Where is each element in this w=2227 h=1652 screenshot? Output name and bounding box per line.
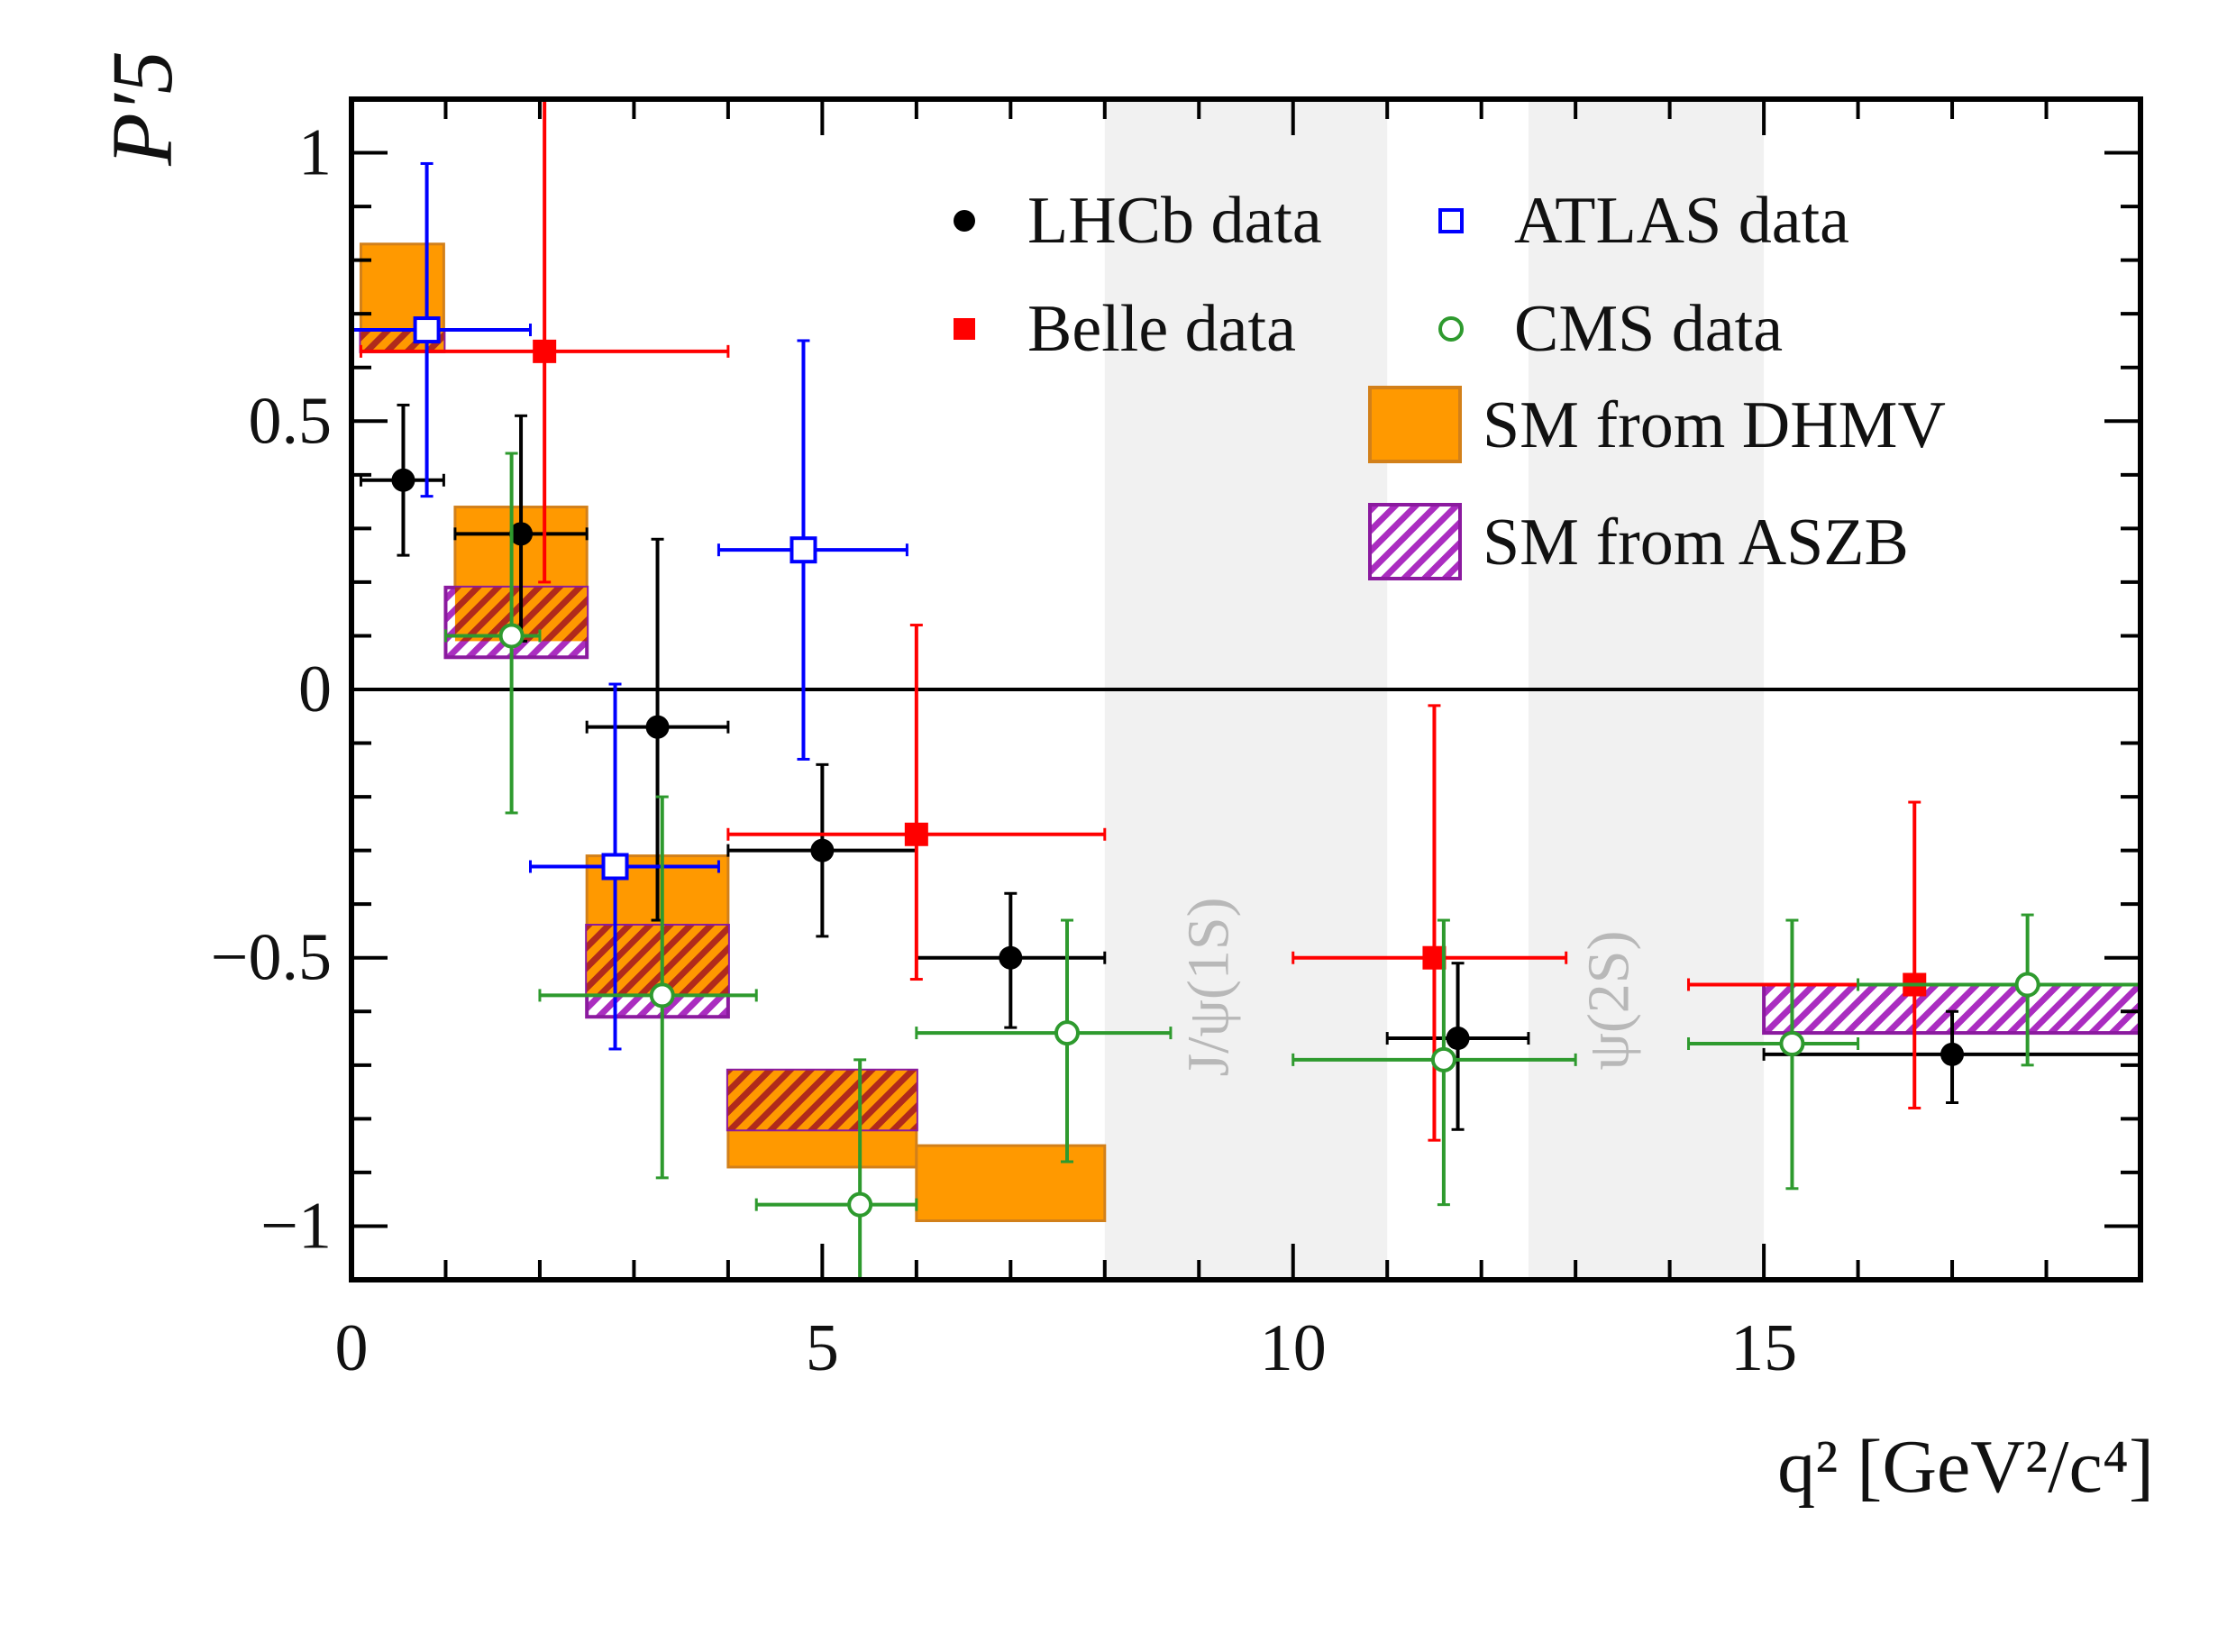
y-tick-label: 0 <box>298 653 332 726</box>
x-tick-label: 5 <box>806 1311 839 1385</box>
prediction-box-dhmv <box>915 1144 1107 1222</box>
x-tick-label: 15 <box>1730 1311 1797 1385</box>
legend-entry: SM from ASZB <box>1368 503 1909 580</box>
excluded-region-label: ψ(2S) <box>1576 931 1642 1071</box>
legend-label: LHCb data <box>1027 184 1322 258</box>
tick-labels: 0 5 10 15 −1 −0.5 0 0.5 1 <box>211 116 1797 1385</box>
prediction-boxes <box>359 242 2142 1222</box>
data-point <box>726 762 918 938</box>
x-tick-label: 0 <box>335 1311 369 1385</box>
excluded-region-labels: J/ψ(1S) ψ(2S) <box>1176 898 1642 1077</box>
legend-marker <box>1438 208 1464 233</box>
data-point <box>1857 913 2142 1067</box>
data-points <box>350 97 2142 1282</box>
legend-label: CMS data <box>1514 292 1783 366</box>
legend-entry: ATLAS data <box>1438 184 1849 258</box>
excluded-region-label: J/ψ(1S) <box>1176 898 1242 1077</box>
marker <box>847 1191 873 1218</box>
prediction-overlap <box>727 1070 917 1130</box>
legend-label: SM from ASZB <box>1483 506 1909 580</box>
marker <box>904 822 928 846</box>
plot-frame <box>349 96 2143 1282</box>
data-point <box>754 1058 918 1282</box>
data-point <box>529 682 720 1051</box>
data-point <box>538 795 758 1180</box>
marker <box>509 522 534 546</box>
marker <box>789 536 817 564</box>
y-tick-label: −0.5 <box>211 921 332 995</box>
data-point <box>726 624 1107 981</box>
x-axis-title: q² [GeV²/c⁴] <box>1777 1425 2154 1509</box>
data-point <box>1762 1009 2142 1104</box>
y-tick-label: 1 <box>298 116 332 190</box>
legend-marker <box>954 318 975 340</box>
data-point <box>716 339 908 761</box>
marker <box>999 945 1023 970</box>
legend-entry: SM from DHMV <box>1368 386 1946 463</box>
marker <box>413 316 441 344</box>
legend-label: ATLAS data <box>1514 184 1849 258</box>
legend-label: SM from DHMV <box>1483 388 1946 462</box>
marker <box>645 715 670 739</box>
marker <box>1054 1020 1080 1046</box>
legend-entry: LHCb data <box>954 184 1322 258</box>
marker <box>601 853 629 881</box>
data-point <box>350 161 532 498</box>
legend: LHCb data ATLAS data Belle data CMS data SM … <box>954 184 1946 580</box>
legend-marker <box>954 210 975 232</box>
marker <box>1430 1046 1456 1072</box>
legend-entry: CMS data <box>1438 292 1783 366</box>
data-point <box>453 414 589 643</box>
y-tick-label: 0.5 <box>249 384 333 458</box>
marker <box>1779 1031 1805 1056</box>
legend-marker <box>1438 316 1464 342</box>
y-axis-title: P′5 <box>94 50 190 167</box>
marker <box>533 339 557 363</box>
marker <box>1446 1027 1470 1051</box>
marker <box>2014 972 2040 998</box>
data-point <box>915 891 1107 1029</box>
x-tick-label: 10 <box>1260 1311 1327 1385</box>
marker <box>810 838 835 863</box>
y-tick-label: −1 <box>260 1189 332 1263</box>
marker <box>391 468 415 492</box>
data-point <box>1385 962 1530 1131</box>
data-point <box>585 537 730 922</box>
marker <box>649 982 675 1009</box>
legend-swatch <box>1368 503 1462 580</box>
data-point <box>443 452 542 815</box>
data-point <box>359 403 445 557</box>
data-point <box>1291 918 1577 1207</box>
data-point <box>1687 918 1860 1191</box>
marker <box>498 623 525 649</box>
legend-swatch <box>1368 386 1462 463</box>
data-point <box>359 97 730 584</box>
y-axis-title-text: P′5 <box>94 50 190 167</box>
data-point <box>915 918 1173 1164</box>
marker <box>1940 1042 1965 1066</box>
legend-label: Belle data <box>1027 292 1296 366</box>
legend-entry: Belle data <box>954 292 1296 366</box>
